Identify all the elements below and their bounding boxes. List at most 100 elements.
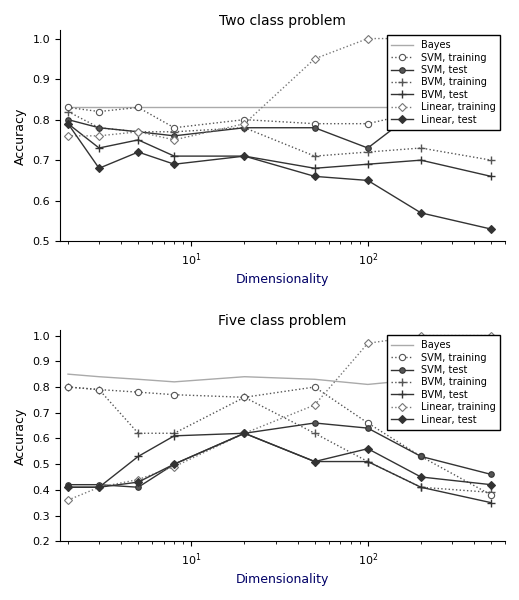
Linear, test — [488, 226, 494, 233]
BVM, training — [96, 386, 102, 393]
BVM, training — [488, 489, 494, 496]
BVM, training — [241, 124, 248, 131]
SVM, training — [241, 116, 248, 123]
Line: BVM, training: BVM, training — [64, 383, 495, 496]
SVM, training — [65, 104, 71, 111]
SVM, test — [65, 116, 71, 123]
Linear, test — [365, 177, 371, 184]
SVM, test — [365, 145, 371, 152]
Bayes — [135, 376, 141, 383]
Bayes — [488, 373, 494, 380]
BVM, test — [418, 484, 424, 491]
Linear, training — [488, 332, 494, 339]
BVM, test — [65, 120, 71, 127]
SVM, test — [171, 461, 177, 468]
BVM, training — [171, 128, 177, 136]
SVM, test — [135, 128, 141, 136]
Legend: Bayes, SVM, training, SVM, test, BVM, training, BVM, test, Linear, training, Lin: Bayes, SVM, training, SVM, test, BVM, tr… — [387, 35, 500, 130]
Linear, test — [488, 481, 494, 488]
Line: SVM, test: SVM, test — [65, 101, 494, 151]
Linear, test — [96, 484, 102, 491]
Linear, training — [488, 35, 494, 42]
SVM, training — [365, 120, 371, 127]
SVM, test — [418, 453, 424, 460]
Linear, training — [65, 497, 71, 504]
Bayes — [96, 373, 102, 380]
Y-axis label: Accuracy: Accuracy — [14, 407, 27, 464]
Linear, training — [418, 332, 424, 339]
BVM, training — [135, 128, 141, 136]
Line: SVM, training: SVM, training — [65, 104, 494, 131]
BVM, test — [171, 432, 177, 439]
SVM, training — [171, 124, 177, 131]
BVM, test — [488, 499, 494, 506]
Linear, training — [135, 128, 141, 136]
Linear, test — [365, 445, 371, 452]
Bayes — [365, 104, 371, 111]
SVM, test — [96, 481, 102, 488]
SVM, test — [418, 104, 424, 111]
SVM, training — [65, 383, 71, 391]
Line: Linear, test: Linear, test — [65, 430, 494, 490]
BVM, training — [418, 145, 424, 152]
SVM, test — [488, 100, 494, 107]
Title: Five class problem: Five class problem — [218, 314, 347, 328]
SVM, training — [488, 491, 494, 499]
BVM, training — [488, 157, 494, 164]
Bayes — [311, 376, 318, 383]
Linear, test — [171, 461, 177, 468]
X-axis label: Dimensionality: Dimensionality — [236, 573, 329, 586]
SVM, training — [135, 389, 141, 396]
SVM, training — [365, 419, 371, 427]
Linear, training — [241, 120, 248, 127]
Linear, training — [96, 132, 102, 139]
BVM, training — [135, 430, 141, 437]
X-axis label: Dimensionality: Dimensionality — [236, 273, 329, 286]
Line: BVM, training: BVM, training — [64, 107, 495, 164]
BVM, training — [311, 152, 318, 160]
Bayes — [418, 104, 424, 111]
Line: Linear, test: Linear, test — [65, 121, 494, 232]
BVM, test — [135, 453, 141, 460]
BVM, test — [241, 430, 248, 437]
SVM, test — [171, 132, 177, 139]
SVM, training — [311, 383, 318, 391]
Linear, test — [241, 152, 248, 160]
Linear, training — [171, 136, 177, 143]
BVM, test — [418, 157, 424, 164]
SVM, test — [96, 124, 102, 131]
SVM, training — [418, 108, 424, 115]
Bayes — [311, 104, 318, 111]
BVM, training — [418, 484, 424, 491]
SVM, test — [488, 471, 494, 478]
SVM, training — [96, 386, 102, 393]
Linear, test — [96, 164, 102, 172]
SVM, training — [171, 391, 177, 398]
BVM, training — [311, 430, 318, 437]
Bayes — [171, 378, 177, 385]
BVM, test — [311, 458, 318, 465]
Line: BVM, test: BVM, test — [64, 430, 495, 506]
SVM, training — [96, 108, 102, 115]
BVM, training — [65, 108, 71, 115]
BVM, training — [365, 148, 371, 155]
SVM, test — [65, 481, 71, 488]
Title: Two class problem: Two class problem — [219, 14, 346, 28]
BVM, test — [241, 152, 248, 160]
Linear, test — [418, 473, 424, 481]
Line: Linear, training: Linear, training — [65, 332, 494, 503]
Line: SVM, test: SVM, test — [65, 420, 494, 490]
SVM, test — [241, 430, 248, 437]
Bayes — [418, 376, 424, 383]
SVM, test — [365, 425, 371, 432]
Linear, test — [135, 148, 141, 155]
Bayes — [241, 373, 248, 380]
SVM, training — [135, 104, 141, 111]
SVM, test — [311, 124, 318, 131]
Bayes — [488, 104, 494, 111]
Line: Bayes: Bayes — [68, 374, 491, 385]
SVM, training — [488, 104, 494, 111]
BVM, test — [488, 173, 494, 180]
BVM, training — [241, 394, 248, 401]
SVM, test — [135, 484, 141, 491]
